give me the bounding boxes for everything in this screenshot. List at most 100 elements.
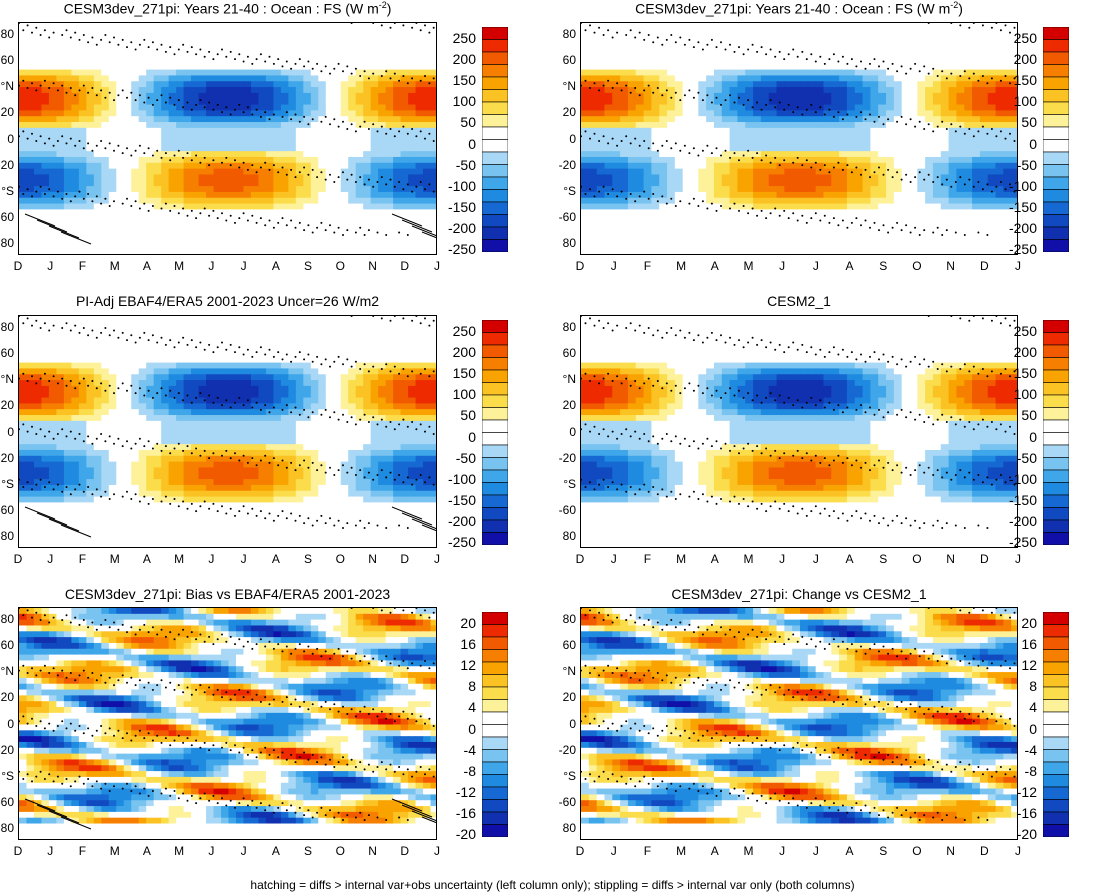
heatmap-cell — [854, 209, 864, 216]
heatmap-cell — [698, 209, 707, 216]
heatmap-cell — [161, 156, 170, 164]
heatmap-cell — [146, 122, 155, 129]
heatmap-cell — [273, 110, 282, 117]
heatmap-cell — [385, 139, 394, 146]
heatmap-cell — [370, 104, 379, 111]
heatmap-cell — [893, 145, 903, 152]
heatmap-cell — [620, 34, 629, 42]
heatmap-cell — [123, 104, 132, 111]
heatmap-cell — [956, 221, 965, 228]
heatmap-cell — [153, 28, 162, 36]
heatmap-cell — [932, 92, 942, 100]
heatmap-cell — [168, 151, 177, 158]
heatmap-cell — [191, 98, 200, 106]
heatmap-cell — [604, 69, 613, 77]
heatmap-cell — [370, 232, 379, 240]
heatmap-cell — [146, 191, 155, 199]
stipple-dot — [251, 113, 254, 116]
heatmap-cell — [265, 145, 274, 152]
x-tick-label: F — [78, 259, 87, 273]
heatmap-cell — [776, 34, 785, 42]
heatmap-cell — [19, 180, 28, 187]
heatmap-cell — [228, 174, 237, 181]
heatmap-cell — [784, 145, 793, 152]
heatmap-cell — [108, 92, 117, 100]
colorbar-swatch — [482, 151, 508, 165]
stipple-dot — [402, 188, 405, 191]
heatmap-cell — [325, 203, 334, 210]
heatmap-cell — [116, 180, 125, 187]
heatmap-cell — [596, 145, 606, 152]
heatmap-cell — [674, 180, 684, 187]
heatmap-cell — [706, 116, 715, 123]
heatmap-cell — [303, 122, 312, 129]
heatmap-cell — [878, 92, 887, 100]
heatmap-cell — [363, 110, 372, 117]
heatmap-cell — [116, 133, 125, 141]
stipple-dot — [710, 38, 713, 41]
heatmap-cell — [370, 203, 379, 210]
heatmap-cell — [901, 197, 911, 205]
heatmap-cell — [295, 75, 304, 82]
heatmap-cell — [41, 110, 50, 117]
heatmap-cell — [168, 162, 177, 170]
heatmap-cell — [250, 168, 260, 176]
stipple-dot — [359, 226, 362, 229]
heatmap-cell — [807, 40, 817, 47]
heatmap-cell — [581, 226, 590, 234]
heatmap-cell — [400, 81, 409, 88]
heatmap-cell — [807, 57, 817, 65]
heatmap-cell — [729, 174, 739, 181]
heatmap-cell — [627, 145, 637, 152]
heatmap-cell — [823, 34, 832, 42]
heatmap-cell — [41, 133, 50, 141]
heatmap-cell — [101, 52, 110, 59]
stipple-dot — [151, 41, 154, 44]
stipple-dot — [19, 84, 20, 87]
stipple-dot — [199, 212, 202, 215]
heatmap-cell — [153, 197, 162, 205]
heatmap-cell — [987, 191, 997, 199]
heatmap-cell — [627, 168, 637, 176]
heatmap-cell — [776, 209, 785, 216]
heatmap-cell — [940, 203, 950, 210]
heatmap-cell — [423, 133, 432, 141]
heatmap-cell — [146, 244, 155, 251]
heatmap-cell — [682, 244, 692, 251]
heatmap-cell — [378, 34, 387, 42]
heatmap-cell — [1011, 168, 1017, 176]
heatmap-cell — [33, 209, 43, 216]
stipple-dot — [294, 113, 297, 116]
heatmap-cell — [415, 40, 424, 47]
heatmap-cell — [581, 98, 590, 106]
stipple-dot — [311, 231, 314, 234]
heatmap-cell — [280, 244, 289, 251]
heatmap-cell — [48, 127, 58, 135]
heatmap-cell — [101, 168, 110, 176]
heatmap-cell — [1003, 75, 1012, 82]
heatmap-cell — [627, 23, 637, 30]
heatmap-cell — [348, 87, 357, 94]
heatmap-cell — [972, 69, 981, 77]
heatmap-cell — [235, 168, 245, 176]
heatmap-cell — [430, 28, 436, 36]
hatch-line — [24, 213, 56, 227]
heatmap-cell — [768, 34, 778, 42]
heatmap-cell — [340, 46, 349, 53]
heatmap-cell — [340, 133, 349, 141]
stipple-dot — [277, 171, 280, 174]
heatmap-cell — [643, 110, 652, 117]
heatmap-cell — [846, 232, 856, 240]
heatmap-cell — [325, 180, 334, 187]
heatmap-cell — [667, 57, 676, 65]
heatmap-cell — [303, 63, 312, 71]
stipple-dot — [320, 120, 323, 123]
heatmap-cell — [333, 40, 342, 47]
heatmap-cell — [893, 57, 903, 65]
colorbar-swatch — [482, 39, 508, 53]
heatmap-cell — [745, 52, 754, 59]
heatmap-cell — [183, 215, 192, 222]
stipple-dot — [259, 115, 262, 118]
heatmap-cell — [862, 162, 871, 170]
heatmap-cell — [168, 69, 177, 77]
